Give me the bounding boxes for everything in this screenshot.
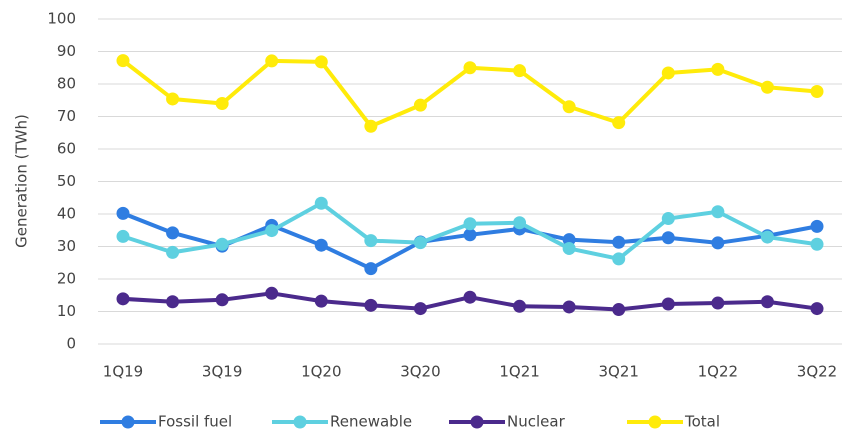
legend-marker [121, 415, 135, 429]
point [166, 92, 180, 106]
legend-label: Nuclear [507, 413, 566, 431]
legend-label: Total [684, 413, 720, 431]
point [711, 205, 725, 219]
x-tick-label: 1Q22 [698, 363, 738, 381]
point [760, 295, 774, 309]
y-tick-label: 70 [57, 107, 76, 125]
point [215, 293, 229, 307]
point [711, 296, 725, 310]
point [364, 298, 378, 312]
point [116, 292, 130, 306]
legend-label: Fossil fuel [158, 413, 232, 431]
point [612, 116, 626, 130]
y-tick-label: 60 [57, 140, 76, 158]
x-tick-label: 1Q19 [103, 363, 143, 381]
point [364, 119, 378, 133]
legend-marker [648, 415, 662, 429]
point [661, 66, 675, 80]
point [810, 302, 824, 316]
point [166, 295, 180, 309]
legend-marker [470, 415, 484, 429]
x-tick-label: 1Q21 [499, 363, 539, 381]
y-tick-label: 10 [57, 302, 76, 320]
point [711, 62, 725, 76]
point [265, 286, 279, 300]
x-tick-label: 3Q19 [202, 363, 242, 381]
y-tick-label: 0 [66, 335, 76, 353]
point [810, 219, 824, 233]
point [166, 226, 180, 240]
point [265, 54, 279, 68]
point [661, 212, 675, 226]
legend-marker [293, 415, 307, 429]
point [711, 236, 725, 250]
point [513, 64, 527, 78]
point [661, 297, 675, 311]
point [314, 294, 328, 308]
point [364, 262, 378, 276]
point [760, 80, 774, 94]
point [612, 303, 626, 317]
y-tick-label: 30 [57, 237, 76, 255]
point [463, 290, 477, 304]
y-tick-label: 50 [57, 172, 76, 190]
point [413, 236, 427, 250]
point [661, 231, 675, 245]
point [116, 229, 130, 243]
point [413, 98, 427, 112]
y-tick-label: 40 [57, 205, 76, 223]
point [463, 217, 477, 231]
point [314, 55, 328, 69]
point [612, 252, 626, 266]
point [562, 241, 576, 255]
y-axis-label: Generation (TWh) [13, 114, 31, 248]
point [562, 300, 576, 314]
point [612, 235, 626, 249]
point [314, 196, 328, 210]
y-tick-label: 90 [57, 42, 76, 60]
point [810, 84, 824, 98]
x-tick-label: 3Q22 [797, 363, 837, 381]
x-tick-label: 3Q20 [400, 363, 440, 381]
point [463, 61, 477, 75]
point [215, 237, 229, 251]
y-tick-label: 80 [57, 75, 76, 93]
y-tick-label: 20 [57, 270, 76, 288]
point [265, 224, 279, 238]
point [166, 245, 180, 259]
point [364, 234, 378, 248]
x-tick-label: 1Q20 [301, 363, 341, 381]
point [513, 299, 527, 313]
point [413, 302, 427, 316]
point [760, 230, 774, 244]
point [513, 216, 527, 230]
point [116, 206, 130, 220]
point [463, 228, 477, 242]
legend-label: Renewable [330, 413, 412, 431]
y-tick-label: 100 [47, 10, 76, 28]
x-tick-label: 3Q21 [598, 363, 638, 381]
point [810, 237, 824, 251]
point [562, 100, 576, 114]
point [215, 97, 229, 110]
point [116, 54, 130, 68]
point [314, 238, 328, 252]
